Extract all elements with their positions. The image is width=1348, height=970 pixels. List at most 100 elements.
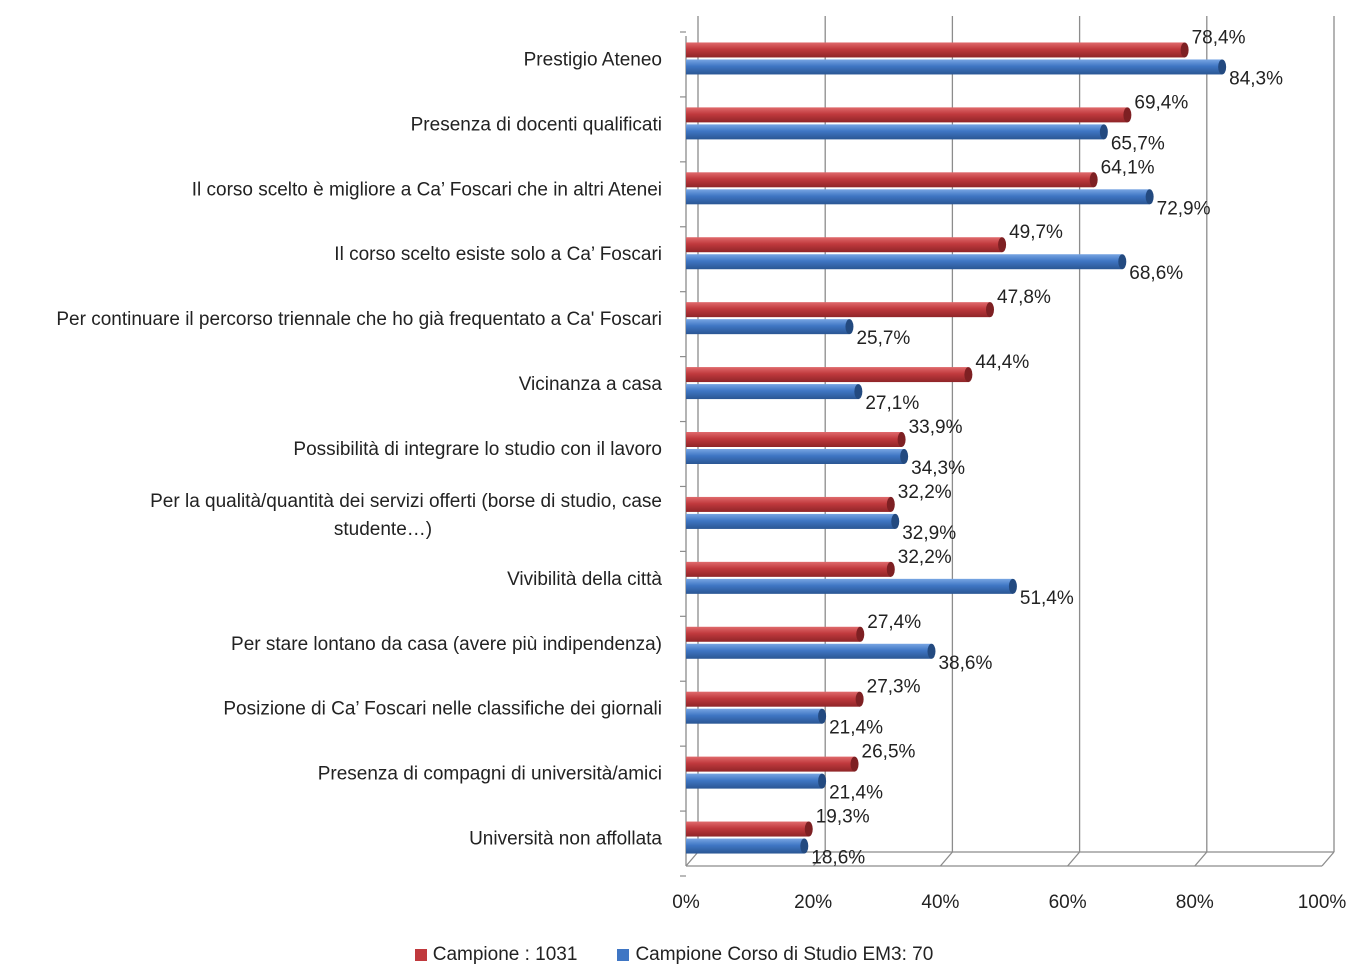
bar — [686, 124, 1104, 140]
bar-group — [686, 42, 1189, 58]
legend-swatch-series-2 — [617, 949, 630, 961]
bar — [686, 756, 855, 772]
data-label: 32,2% — [898, 482, 952, 503]
bar-cap — [818, 708, 827, 724]
data-label: 65,7% — [1111, 133, 1165, 154]
bar-group — [686, 432, 906, 447]
bar-cap — [800, 838, 809, 854]
bar-group — [686, 773, 827, 789]
category-labels: Prestigio Ateneo Presenza di docenti qual… — [56, 49, 662, 849]
data-label: 72,9% — [1157, 198, 1211, 219]
floor-line — [939, 851, 953, 867]
bar-group — [686, 838, 809, 854]
bar-cap — [886, 561, 895, 577]
data-label: 27,1% — [865, 393, 919, 414]
bar-cap — [897, 432, 906, 447]
bar-cap — [850, 756, 859, 772]
x-tick-label: 80% — [1176, 892, 1214, 913]
bar-group — [686, 189, 1154, 205]
bar — [686, 432, 902, 447]
legend-label-series-2: Campione Corso di Studio EM3: 70 — [635, 944, 934, 965]
data-label: 69,4% — [1134, 92, 1188, 113]
bar — [686, 319, 850, 335]
bar — [686, 691, 860, 707]
x-tick-label: 40% — [921, 892, 959, 913]
data-label: 34,3% — [911, 458, 965, 479]
bar-group — [686, 756, 859, 772]
bar — [686, 384, 859, 400]
bar-group — [686, 172, 1098, 188]
bar-cap — [986, 302, 995, 318]
data-label: 68,6% — [1129, 263, 1183, 284]
bar-cap — [804, 821, 813, 837]
category-label: Università non affollata — [469, 829, 662, 850]
bar — [686, 773, 823, 789]
bar — [686, 643, 932, 659]
data-label: 19,3% — [816, 807, 870, 828]
bar — [686, 578, 1013, 594]
bar — [686, 42, 1185, 58]
category-label: Vicinanza a casa — [519, 374, 663, 395]
bar-group — [686, 254, 1127, 270]
data-label: 49,7% — [1009, 222, 1063, 243]
bar-cap — [856, 626, 865, 642]
data-label: 51,4% — [1020, 588, 1074, 609]
bar-group — [686, 384, 863, 400]
bar-group — [686, 107, 1132, 123]
floor-line — [812, 851, 826, 867]
category-label: Prestigio Ateneo — [524, 49, 662, 70]
bar-cap — [855, 691, 864, 707]
bar-cap — [1118, 254, 1127, 270]
bar — [686, 626, 861, 642]
bar — [686, 449, 905, 464]
data-label: 26,5% — [862, 742, 916, 763]
bar-group — [686, 124, 1108, 140]
legend-label-series-1: Campione : 1031 — [432, 944, 578, 965]
tick-labels: 0% 20% 40% 60% 80% 100% — [672, 892, 1346, 913]
category-label: Possibilità di integrare lo studio con i… — [293, 439, 662, 460]
x-tick-label: 60% — [1049, 892, 1087, 913]
bar — [686, 189, 1150, 205]
bar — [686, 561, 891, 577]
legend: Campione : 1031 Campione Corso di Studio… — [0, 944, 1348, 966]
bar — [686, 838, 805, 854]
data-label: 27,3% — [867, 677, 921, 698]
bar-cap — [927, 643, 936, 659]
bar — [686, 254, 1123, 270]
data-label: 84,3% — [1229, 68, 1283, 89]
bar-group — [686, 643, 936, 659]
x-tick-label: 20% — [794, 892, 832, 913]
data-label: 78,4% — [1192, 27, 1246, 48]
data-label: 44,4% — [975, 352, 1029, 373]
bar-cap — [998, 237, 1007, 253]
bar-cap — [854, 384, 863, 400]
legend-item-series-1: Campione : 1031 — [414, 944, 578, 966]
bar — [686, 172, 1094, 188]
category-label: Posizione di Ca’ Foscari nelle classific… — [223, 699, 662, 720]
bar-cap — [891, 513, 900, 529]
bar-group — [686, 821, 813, 837]
bar-cap — [1218, 59, 1227, 75]
bar — [686, 821, 809, 837]
bar-group — [686, 578, 1017, 594]
bar — [686, 496, 891, 512]
bar-cap — [818, 773, 827, 789]
data-label: 18,6% — [811, 848, 865, 869]
bar-cap — [845, 319, 854, 335]
legend-item-series-2: Campione Corso di Studio EM3: 70 — [617, 944, 933, 966]
x-tick-label: 0% — [672, 892, 700, 913]
bar — [686, 107, 1128, 123]
category-label: Il corso scelto esiste solo a Ca’ Foscar… — [334, 244, 662, 265]
category-label: Per continuare il percorso triennale che… — [56, 309, 662, 330]
floor-line — [1321, 851, 1335, 867]
bar-cap — [1008, 578, 1017, 594]
bar-group — [686, 449, 909, 464]
bars: 78,4% 84,3% 69,4% 65,7% 64,1%72,9% 49,7% 68,6%… — [686, 27, 1283, 869]
bar-group — [686, 691, 864, 707]
data-label: 21,4% — [829, 718, 883, 739]
bar — [686, 237, 1003, 253]
bar-cap — [1145, 189, 1154, 205]
bar-cap — [1123, 107, 1132, 123]
bar-group — [686, 513, 900, 529]
